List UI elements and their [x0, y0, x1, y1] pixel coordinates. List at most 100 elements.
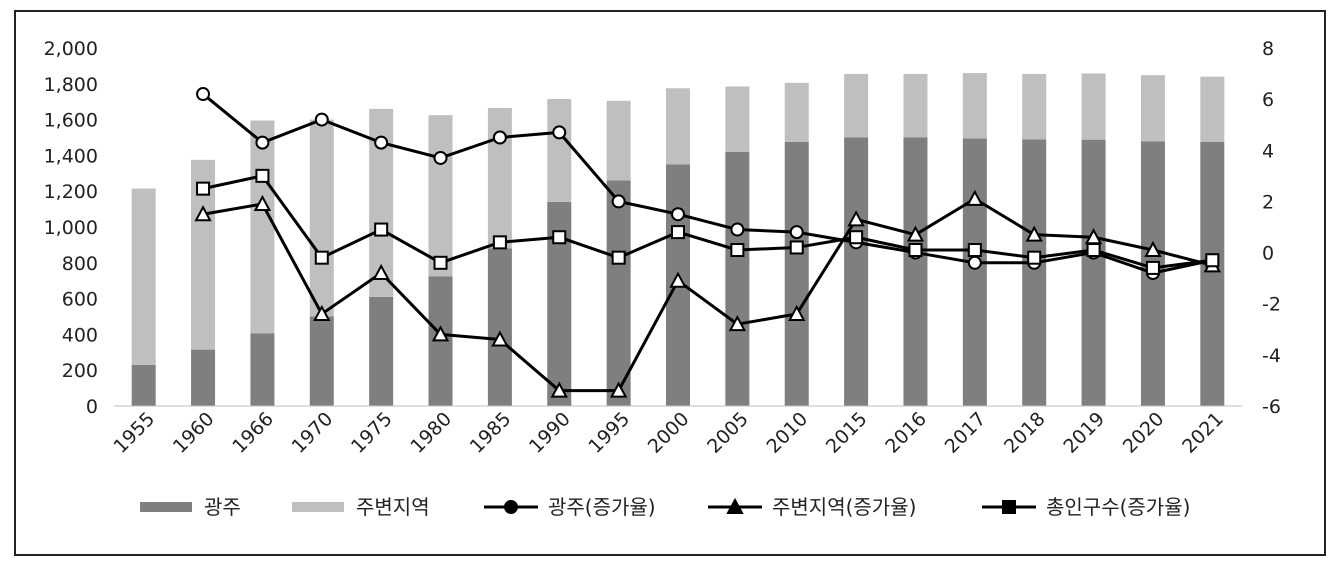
point-0-2005: [730, 222, 745, 237]
point-1-1975: [372, 263, 390, 281]
y-left-tick-label: 1,400: [44, 145, 98, 167]
point-1-2005: [728, 315, 747, 332]
point-1-2016: [906, 225, 925, 242]
legend: 광주 주변지역 광주(증가율) 주변지역(증가율) 총인구수(증가율): [140, 495, 1190, 519]
bar-0-2016: [903, 137, 928, 406]
legend-swatch-1: [292, 502, 344, 512]
point-2-2016: [908, 243, 923, 258]
bar-1-2017: [962, 73, 987, 139]
y-right-tick-label: 4: [1262, 140, 1274, 162]
chart-frame: 0 200 400 600 800 1,000 1,200 1,400 1,600 1,800 2,…: [14, 10, 1326, 556]
point-0-1975: [374, 135, 389, 150]
y-left-tick-label: 1,000: [44, 217, 98, 239]
y-left-tick-label: 600: [62, 289, 98, 311]
bar-0-2005: [725, 151, 750, 406]
bar-1-2018: [1022, 73, 1047, 140]
x-tick-label-2005: 2005: [703, 408, 753, 458]
bar-1-2005: [725, 86, 750, 152]
point-2-2019: [1086, 243, 1101, 258]
x-tick-label-2015: 2015: [822, 408, 872, 458]
point-0-1985: [492, 130, 507, 145]
bar-0-1960: [191, 349, 216, 406]
x-tick-label-2000: 2000: [644, 408, 694, 458]
x-tick-label-1980: 1980: [406, 408, 456, 458]
point-1-2015: [847, 210, 865, 227]
point-1-2020: [1144, 240, 1162, 258]
point-1-1995: [609, 381, 628, 398]
line-series-1: [202, 197, 1213, 393]
bar-1-1966: [250, 120, 275, 334]
bar-0-2018: [1022, 139, 1047, 406]
point-1-1990: [550, 381, 568, 398]
point-0-2000: [671, 207, 685, 222]
y-left-tick-label: 1,600: [44, 110, 98, 132]
line-series-2: [202, 174, 1213, 270]
bar-1-1955: [131, 188, 156, 365]
point-2-2020: [1145, 260, 1160, 275]
y-left-tick-label: 1,800: [44, 74, 98, 96]
bar-0-1995: [606, 180, 631, 406]
y-left-tick-label: 1,200: [44, 181, 98, 203]
point-1-1960: [194, 205, 212, 222]
point-0-1970: [314, 112, 329, 127]
x-tick-label-2010: 2010: [763, 408, 813, 458]
legend-swatch-0: [140, 502, 192, 512]
y-left-tick-label: 400: [62, 324, 98, 346]
bar-0-1985: [487, 248, 512, 406]
legend-label-0: 광주: [204, 495, 241, 519]
bar-1-1985: [487, 107, 512, 249]
x-tick-label-1960: 1960: [169, 408, 219, 458]
x-tick-label-1955: 1955: [109, 408, 159, 458]
point-1-2018: [1025, 225, 1043, 242]
legend-marker-2: [504, 500, 518, 514]
x-tick-label-1975: 1975: [347, 408, 397, 458]
bar-1-1990: [547, 99, 572, 202]
point-2-2021: [1205, 253, 1220, 268]
point-2-1995: [611, 250, 626, 265]
x-tick-label-1966: 1966: [228, 408, 278, 458]
point-2-1966: [255, 168, 270, 183]
bar-0-1975: [369, 296, 394, 406]
x-tick-label-2016: 2016: [881, 408, 931, 458]
point-0-2010: [789, 225, 804, 240]
point-2-1980: [433, 255, 448, 270]
legend-label-2: 광주(증가율): [548, 495, 656, 519]
bar-1-2019: [1081, 73, 1106, 140]
point-2-1985: [492, 235, 507, 250]
point-2-2015: [849, 230, 864, 245]
x-tick-label-2021: 2021: [1178, 408, 1228, 458]
bar-1-2000: [666, 88, 690, 165]
y-left-tick-label: 0: [86, 396, 98, 418]
x-tick-label-1990: 1990: [525, 408, 575, 458]
y-right-tick-label: -4: [1262, 345, 1281, 367]
point-1-2000: [669, 271, 687, 288]
x-tick-label-2018: 2018: [1000, 408, 1050, 458]
legend-label-4: 총인구수(증가율): [1046, 495, 1190, 519]
point-0-1995: [611, 194, 626, 209]
y-right-tick-label: 0: [1262, 243, 1274, 265]
x-tick-label-2019: 2019: [1059, 408, 1109, 458]
line-series-0: [202, 92, 1213, 275]
point-1-2017: [966, 189, 984, 206]
chart-svg: 0 200 400 600 800 1,000 1,200 1,400 1,600 1,800 2,…: [44, 38, 1281, 519]
bar-0-2010: [784, 141, 809, 406]
point-2-2018: [1027, 250, 1042, 265]
point-1-1970: [313, 304, 331, 321]
y-right-tick-label: -6: [1262, 396, 1281, 418]
bars-layer: [131, 73, 1225, 407]
point-0-1990: [552, 125, 567, 140]
legend-label-1: 주변지역: [356, 495, 430, 519]
bar-1-2021: [1200, 76, 1225, 142]
point-1-1980: [431, 325, 450, 342]
bar-0-2021: [1200, 141, 1225, 406]
point-2-1970: [314, 250, 329, 265]
bar-1-1995: [606, 100, 631, 181]
point-1-1985: [491, 330, 509, 347]
y-right-tick-label: 6: [1262, 89, 1274, 111]
point-2-2010: [789, 240, 804, 255]
lines-layer: [194, 87, 1221, 398]
point-2-2017: [967, 243, 982, 258]
point-0-1980: [433, 150, 448, 165]
bar-1-2010: [784, 82, 809, 142]
point-2-2005: [730, 243, 745, 258]
